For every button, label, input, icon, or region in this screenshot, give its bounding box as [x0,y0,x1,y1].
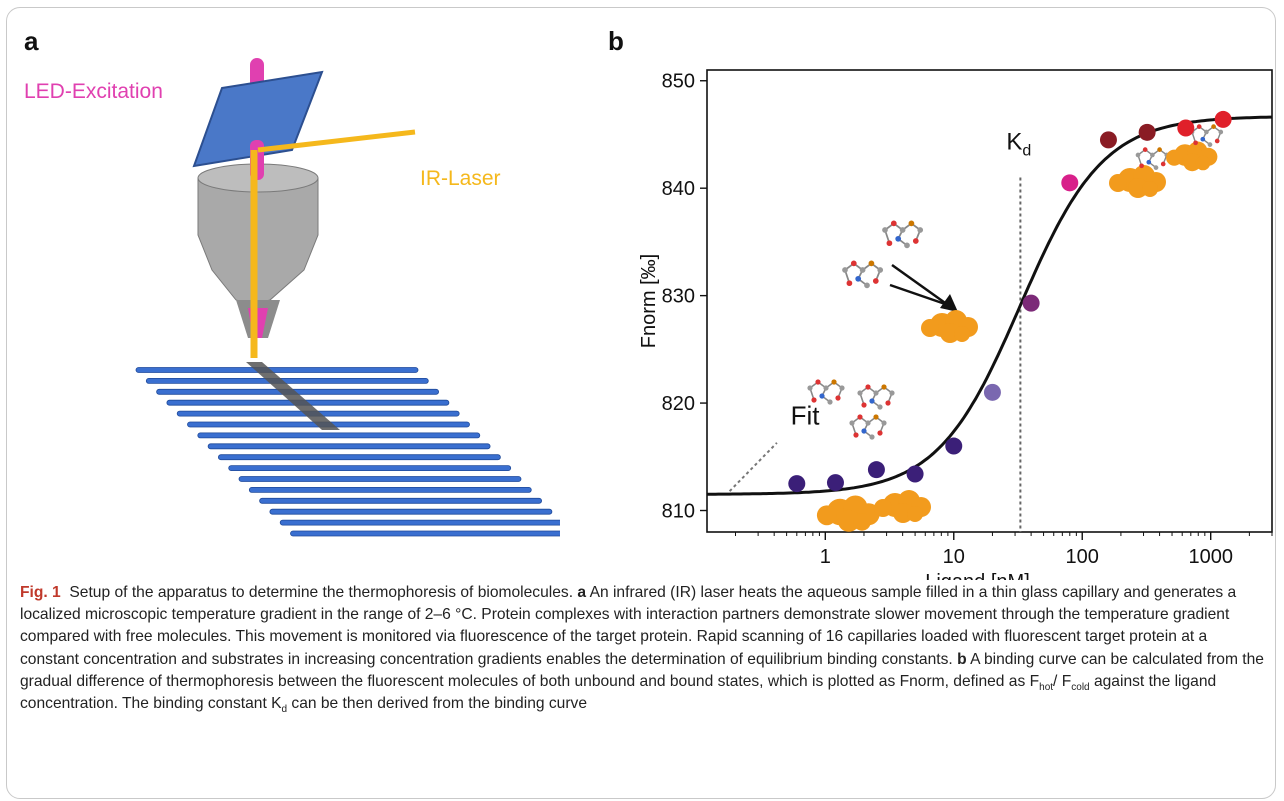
y-tick-label: 840 [662,178,695,200]
caption-sub-d: d [281,704,288,716]
ligand-molecule-icon [857,384,895,410]
capillary [217,454,501,461]
molecule-illustrations [807,124,1224,532]
panel-b-letter: b [608,26,624,56]
x-tick-label: 10 [943,546,965,568]
capillary [228,465,512,472]
figure-label: Fig. 1 [20,584,61,601]
caption-b-text-1: A binding curve can be calculated from t… [20,650,1264,690]
protein-blob-icon [1109,165,1166,198]
data-point [906,465,924,483]
kd-label: Kd [1006,129,1031,160]
caption-sub-hot: hot [1039,681,1054,693]
protein-blob-icon [874,490,931,523]
figure-caption: Fig. 1 Setup of the apparatus to determi… [20,582,1270,715]
kd-marker: Kd [1006,129,1031,532]
caption-b-text-2: against the ligand concentration. The bi… [20,672,1217,713]
binding-arrow [889,283,949,307]
fit-curve-line [707,115,1272,496]
caption-a-text: An infrared (IR) laser heats the aqueous… [20,584,1237,668]
data-point [867,461,885,479]
detection-beam-shadow [246,362,340,430]
caption-sub-cold: cold [1071,681,1090,693]
capillary [279,519,560,526]
capillary [248,486,532,493]
capillary [135,367,419,373]
protein-blob-icon [1166,141,1218,172]
ligand-molecule-icon [1135,147,1170,170]
ligand-molecule-icon [842,260,884,289]
dichroic-mirror [192,70,324,168]
capillary-array [135,367,560,537]
ir-laser-label: IR-Laser [420,167,501,190]
data-point [1177,119,1195,137]
data-point [1061,174,1079,192]
binding-arrow [891,263,949,307]
ligand-molecule-icon [1189,124,1224,147]
figure-frame [6,7,1276,799]
data-point [1138,123,1156,141]
data-point [826,474,844,492]
data-points [788,110,1232,493]
capillary [290,530,560,537]
y-tick-label: 820 [662,393,695,415]
panel-a-letter: a [24,26,39,56]
capillary [207,443,491,450]
caption-slash: / [1053,672,1058,690]
caption-title: Setup of the apparatus to determine the … [69,584,574,601]
chart-axes: 810 820 830 840 850 1 10 100 1000 [662,69,1273,568]
x-tick-label: 100 [1066,546,1099,568]
caption-b-label: b [957,650,967,668]
data-point [1099,131,1117,149]
led-excitation-label: LED-Excitation [24,80,163,103]
chart-labels: Ligand [nM] Fnorm [‰] Fit [638,254,1030,580]
x-tick-label: 1000 [1188,546,1233,568]
x-tick-label: 1 [820,546,831,568]
data-point [1214,110,1232,128]
binding-curve-chart: b 810 820 830 840 850 1 10 100 1000 Kd Ligand [n… [608,26,1273,580]
panel-a-illustration: a LED-Excitation IR-Laser [24,26,560,537]
data-point [1022,294,1040,312]
capillary [269,508,553,515]
data-point [788,475,806,493]
y-tick-label: 850 [662,71,695,93]
y-tick-label: 810 [662,501,695,523]
capillary [238,476,522,482]
protein-blob-icon [921,310,978,343]
data-point [945,437,963,455]
caption-f-cold: F [1061,672,1072,690]
protein-blob-icon [816,495,880,532]
x-axis-label: Ligand [nM] [925,571,1030,580]
capillary [145,377,429,384]
caption-a-label: a [577,584,587,601]
ligand-molecule-icon [807,379,845,405]
data-point [983,383,1001,401]
ligand-molecule-icon [882,220,924,249]
plot-frame [706,69,1273,533]
fit-curve [707,115,1272,496]
ligand-molecule-icon [849,414,887,440]
fit-label: Fit [791,401,821,431]
capillary [197,432,481,439]
arrowhead-icon [940,294,958,312]
fit-label-pointer [728,442,778,492]
y-tick-label: 830 [662,286,695,308]
ir-beam-horizontal [257,129,416,153]
y-axis-label: Fnorm [‰] [638,254,660,348]
caption-b-text-3: can be then derived from the binding cur… [287,695,588,713]
capillary [259,497,543,504]
